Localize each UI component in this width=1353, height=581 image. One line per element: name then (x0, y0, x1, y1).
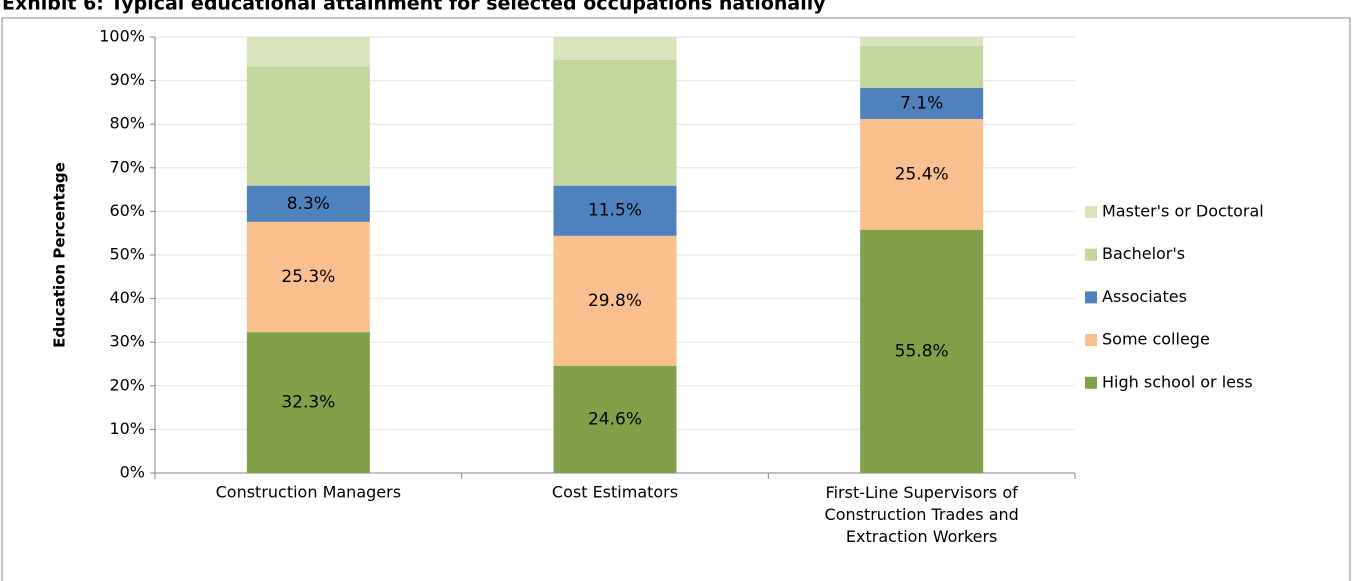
y-tick-label: 40% (109, 288, 145, 307)
x-tick-label-line: First-Line Supervisors of (826, 483, 1019, 502)
data-label: 32.3% (281, 393, 335, 413)
legend-swatch (1085, 291, 1097, 304)
y-tick-label: 80% (109, 114, 145, 133)
bar-segment (860, 37, 984, 46)
x-tick-label-line: Construction Trades and (825, 505, 1019, 524)
bar-segment (553, 59, 677, 186)
bar-segment (246, 66, 370, 186)
y-tick-label: 10% (109, 419, 145, 438)
legend-swatch (1085, 206, 1097, 218)
bar-segment (860, 45, 984, 89)
data-label: 7.1% (900, 93, 943, 113)
bar-segment (553, 365, 677, 473)
y-tick-label: 90% (109, 70, 145, 89)
data-label: 11.5% (588, 201, 642, 221)
x-tick-label-line: Extraction Workers (846, 527, 997, 546)
y-tick-label: 20% (109, 375, 145, 394)
y-tick-label: 70% (109, 157, 145, 176)
chart-title: Exhibit 6: Typical educational attainmen… (2, 0, 826, 15)
legend-label: High school or less (1102, 372, 1253, 391)
y-tick-label: 100% (99, 27, 145, 46)
bar-segment (246, 221, 370, 333)
x-tick-label: Cost Estimators (552, 483, 678, 502)
data-label: 24.6% (588, 409, 642, 429)
bar-segment (860, 88, 984, 119)
bar-segment (553, 235, 677, 366)
y-tick-label: 30% (109, 332, 145, 351)
bar-segment (860, 118, 984, 230)
legend-label: Bachelor's (1102, 244, 1185, 263)
x-tick-label: Construction Managers (216, 483, 401, 502)
data-label: 25.4% (895, 164, 949, 184)
legend-label: Associates (1102, 287, 1187, 306)
legend-swatch (1085, 334, 1097, 347)
data-label: 8.3% (287, 194, 330, 214)
y-tick-label: 50% (109, 245, 145, 264)
bar-segment (553, 37, 677, 60)
legend-swatch (1085, 248, 1097, 261)
y-tick-label: 60% (109, 201, 145, 220)
data-label: 25.3% (281, 267, 335, 287)
bar-segment (860, 229, 984, 473)
bar-segment (246, 185, 370, 222)
legend-label: Some college (1102, 330, 1210, 349)
bar-segment (246, 37, 370, 67)
data-label: 55.8% (895, 341, 949, 361)
bar-segment (553, 185, 677, 236)
y-axis-title: Education Percentage (51, 162, 69, 348)
legend-swatch (1085, 376, 1097, 389)
y-tick-label: 0% (120, 463, 145, 482)
data-label: 29.8% (588, 291, 642, 311)
legend-label: Master's or Doctoral (1102, 202, 1264, 221)
bar-segment (246, 332, 370, 473)
x-tick-label: First-Line Supervisors of Construction Tr… (825, 483, 1019, 546)
chart-frame (1, 17, 1351, 581)
